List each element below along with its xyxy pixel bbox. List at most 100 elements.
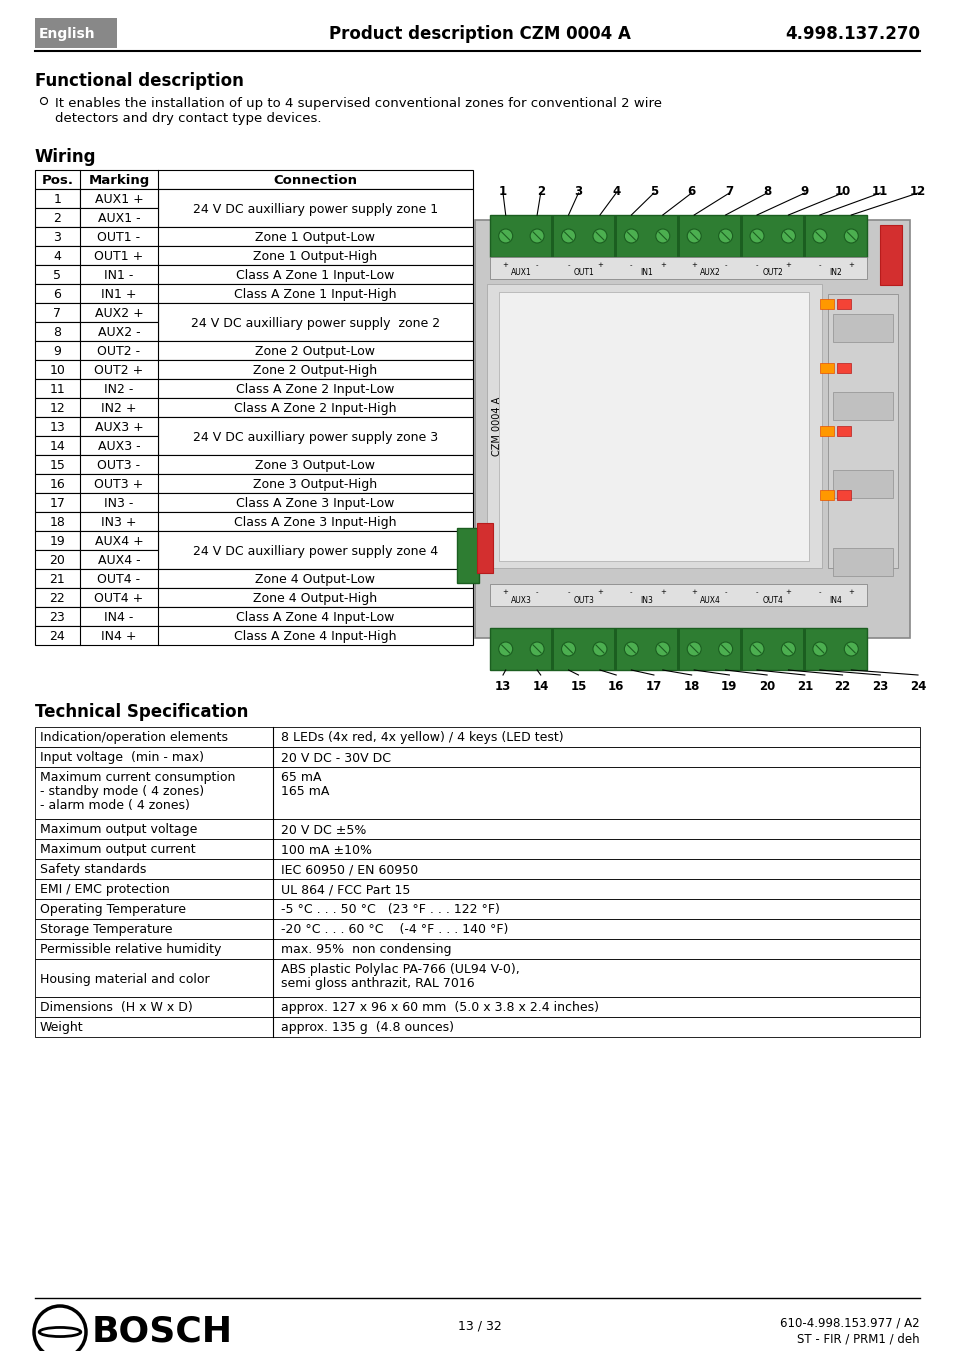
Text: 4: 4 bbox=[53, 250, 61, 263]
Text: IN1 -: IN1 - bbox=[104, 269, 133, 282]
Text: -: - bbox=[723, 589, 726, 594]
Text: +: + bbox=[659, 589, 665, 594]
Bar bbox=[80, 189, 158, 208]
Text: 20: 20 bbox=[50, 554, 66, 567]
Circle shape bbox=[686, 230, 700, 243]
Text: 7: 7 bbox=[724, 185, 733, 199]
Text: Class A Zone 1 Input-High: Class A Zone 1 Input-High bbox=[234, 288, 396, 301]
Bar bbox=[80, 531, 158, 550]
Text: 22: 22 bbox=[50, 592, 66, 605]
Bar bbox=[35, 997, 919, 1017]
Bar bbox=[836, 426, 850, 436]
Text: AUX3 +: AUX3 + bbox=[94, 422, 143, 434]
Bar bbox=[35, 436, 80, 455]
Bar bbox=[832, 470, 892, 499]
Text: 15: 15 bbox=[570, 680, 586, 693]
Bar bbox=[35, 939, 919, 959]
Circle shape bbox=[623, 642, 638, 657]
Bar bbox=[80, 322, 158, 340]
Text: IN4: IN4 bbox=[828, 596, 841, 605]
Bar bbox=[35, 474, 473, 493]
Text: 20 V DC ±5%: 20 V DC ±5% bbox=[281, 824, 366, 836]
Text: 1: 1 bbox=[498, 185, 507, 199]
Text: 3: 3 bbox=[574, 185, 582, 199]
Text: 11: 11 bbox=[871, 185, 887, 199]
Text: IN4 +: IN4 + bbox=[101, 630, 136, 643]
Text: Connection: Connection bbox=[274, 174, 357, 186]
Bar bbox=[490, 257, 866, 280]
Text: Indication/operation elements: Indication/operation elements bbox=[40, 731, 228, 744]
Bar bbox=[490, 215, 866, 257]
Text: IN3 -: IN3 - bbox=[104, 497, 133, 509]
Text: 2: 2 bbox=[53, 212, 61, 226]
Text: +: + bbox=[691, 589, 697, 594]
Bar bbox=[35, 303, 80, 322]
Bar bbox=[677, 215, 679, 257]
Bar bbox=[158, 531, 473, 569]
Text: 24 V DC auxilliary power supply zone 3: 24 V DC auxilliary power supply zone 3 bbox=[193, 431, 437, 443]
Text: 165 mA: 165 mA bbox=[281, 785, 329, 798]
Text: 21: 21 bbox=[50, 573, 66, 586]
Bar bbox=[35, 265, 473, 284]
Bar bbox=[820, 489, 833, 500]
Bar bbox=[820, 362, 833, 373]
Bar bbox=[80, 417, 158, 436]
Bar bbox=[35, 18, 117, 49]
Circle shape bbox=[530, 230, 543, 243]
Bar bbox=[551, 628, 554, 670]
Bar bbox=[456, 528, 478, 584]
Bar bbox=[35, 626, 473, 644]
Bar bbox=[35, 340, 473, 359]
Text: IN2 -: IN2 - bbox=[104, 382, 133, 396]
Text: 10: 10 bbox=[50, 363, 66, 377]
Text: OUT4 +: OUT4 + bbox=[94, 592, 144, 605]
Text: 19: 19 bbox=[720, 680, 737, 693]
Bar bbox=[158, 303, 473, 340]
Text: 23: 23 bbox=[50, 611, 66, 624]
Text: +: + bbox=[659, 262, 665, 267]
Circle shape bbox=[498, 230, 512, 243]
Text: 16: 16 bbox=[50, 478, 66, 490]
Text: 17: 17 bbox=[645, 680, 661, 693]
Text: IN1 +: IN1 + bbox=[101, 288, 136, 301]
Text: +: + bbox=[847, 589, 853, 594]
Text: -: - bbox=[536, 262, 537, 267]
Text: Zone 3 Output-High: Zone 3 Output-High bbox=[253, 478, 377, 490]
Bar bbox=[80, 208, 158, 227]
Text: Weight: Weight bbox=[40, 1021, 84, 1035]
Circle shape bbox=[749, 642, 763, 657]
Bar bbox=[35, 767, 919, 819]
Text: 9: 9 bbox=[800, 185, 808, 199]
Text: +: + bbox=[847, 262, 853, 267]
Bar bbox=[836, 299, 850, 309]
Bar bbox=[801, 215, 805, 257]
Bar bbox=[551, 215, 554, 257]
Bar bbox=[35, 493, 473, 512]
Text: Product description CZM 0004 A: Product description CZM 0004 A bbox=[329, 26, 630, 43]
Bar bbox=[80, 303, 158, 322]
Text: 13: 13 bbox=[50, 422, 66, 434]
Bar bbox=[614, 628, 617, 670]
Bar bbox=[35, 727, 919, 747]
Text: 24: 24 bbox=[50, 630, 66, 643]
Bar bbox=[35, 959, 919, 997]
Text: OUT4: OUT4 bbox=[761, 596, 782, 605]
Text: AUX4: AUX4 bbox=[699, 596, 720, 605]
Circle shape bbox=[718, 642, 732, 657]
Text: 15: 15 bbox=[50, 459, 66, 471]
Text: OUT2: OUT2 bbox=[761, 267, 782, 277]
Text: EMI / EMC protection: EMI / EMC protection bbox=[40, 884, 170, 897]
Text: OUT1 +: OUT1 + bbox=[94, 250, 144, 263]
Text: AUX2 +: AUX2 + bbox=[94, 307, 143, 320]
Text: 7: 7 bbox=[53, 307, 61, 320]
Circle shape bbox=[561, 642, 575, 657]
Text: 12: 12 bbox=[909, 185, 925, 199]
Text: OUT3 -: OUT3 - bbox=[97, 459, 140, 471]
Circle shape bbox=[530, 642, 543, 657]
Text: +: + bbox=[502, 262, 508, 267]
Bar bbox=[158, 189, 473, 227]
Bar bbox=[820, 426, 833, 436]
Text: 24 V DC auxilliary power supply zone 1: 24 V DC auxilliary power supply zone 1 bbox=[193, 203, 437, 216]
Bar bbox=[35, 246, 473, 265]
Bar bbox=[35, 512, 473, 531]
